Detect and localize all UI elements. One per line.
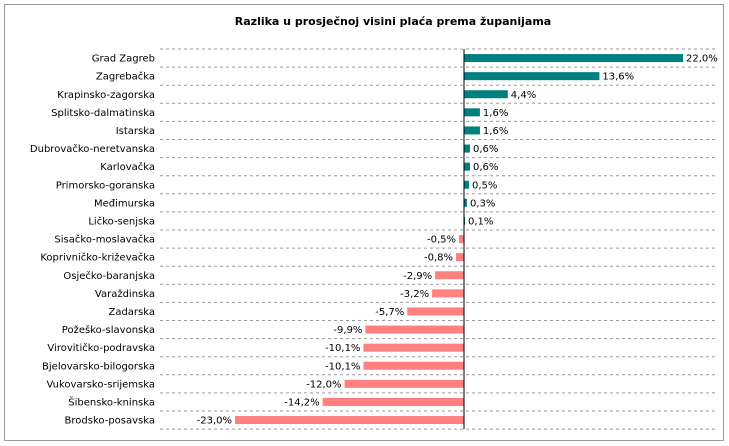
value-label: -14,2% — [284, 397, 319, 408]
bar — [464, 90, 508, 99]
chart-frame: Razlika u prosječnoj visini plaća prema … — [4, 4, 724, 441]
bar — [464, 144, 470, 153]
category-label: Splitsko-dalmatinska — [51, 108, 155, 119]
bar — [464, 162, 470, 171]
value-label: -3,2% — [400, 289, 429, 300]
bar — [464, 54, 683, 63]
value-label: -12,0% — [306, 379, 341, 390]
category-label: Istarska — [116, 126, 155, 137]
value-label: 13,6% — [602, 72, 634, 83]
bar — [464, 126, 480, 135]
bar — [407, 307, 464, 316]
category-label: Sisačko-moslavačka — [54, 234, 155, 246]
bar-chart: Razlika u prosječnoj visini plaća prema … — [30, 15, 718, 430]
value-label: 1,6% — [483, 126, 508, 137]
value-label: 0,1% — [468, 216, 493, 227]
category-label: Primorsko-goranska — [56, 180, 155, 191]
value-label: -23,0% — [197, 416, 232, 427]
category-label: Ličko-senjska — [88, 215, 155, 227]
value-label: -10,1% — [325, 343, 360, 354]
labels: Grad Zagreb 22,0% Zagrebačka 13,6% Krapinsko… — [30, 54, 718, 427]
category-label: Vukovarsko-srijemska — [47, 379, 156, 390]
bars — [235, 54, 683, 425]
bar — [464, 108, 480, 117]
value-label: 0,6% — [473, 144, 498, 155]
bar — [344, 379, 464, 388]
category-label: Bjelovarsko-bilogorska — [42, 361, 155, 372]
bar — [459, 235, 464, 244]
bar — [235, 416, 464, 425]
value-label: -9,9% — [333, 325, 362, 336]
value-label: 0,6% — [473, 162, 498, 173]
value-label: -2,9% — [403, 271, 432, 282]
category-label: Požeško-slavonska — [62, 324, 155, 336]
category-label: Koprivničko-križevačka — [40, 252, 155, 264]
value-label: 4,4% — [511, 90, 536, 101]
bar — [322, 397, 464, 406]
value-label: 22,0% — [686, 54, 718, 65]
category-label: Međimurska — [94, 198, 155, 209]
bar — [363, 361, 464, 370]
bar — [432, 289, 464, 298]
value-label: -0,8% — [424, 253, 453, 264]
category-label: Krapinsko-zagorska — [57, 90, 155, 101]
value-label: 0,5% — [472, 180, 497, 191]
category-label: Dubrovačko-neretvanska — [30, 143, 155, 155]
bar — [365, 325, 464, 334]
bar — [363, 343, 464, 352]
category-label: Grad Zagreb — [92, 54, 155, 65]
gridlines — [160, 48, 717, 430]
category-label: Osječko-baranjska — [63, 270, 155, 282]
value-label: 1,6% — [483, 108, 508, 119]
value-label: -0,5% — [427, 235, 456, 246]
value-label: 0,3% — [470, 198, 495, 209]
category-label: Virovitičko-podravska — [47, 342, 155, 354]
category-label: Varaždinska — [95, 288, 155, 300]
category-label: Šibensko-kninska — [68, 395, 155, 408]
value-label: -5,7% — [375, 307, 404, 318]
category-label: Karlovačka — [100, 161, 155, 173]
category-label: Zadarska — [108, 307, 155, 318]
category-label: Zagrebačka — [96, 71, 155, 83]
chart-title: Razlika u prosječnoj visini plaća prema … — [235, 15, 551, 28]
bar — [435, 271, 464, 280]
category-label: Brodsko-posavska — [65, 416, 155, 427]
value-label: -10,1% — [325, 361, 360, 372]
bar — [456, 253, 464, 262]
bar — [464, 198, 467, 207]
bar — [464, 72, 600, 81]
bar — [464, 180, 469, 189]
